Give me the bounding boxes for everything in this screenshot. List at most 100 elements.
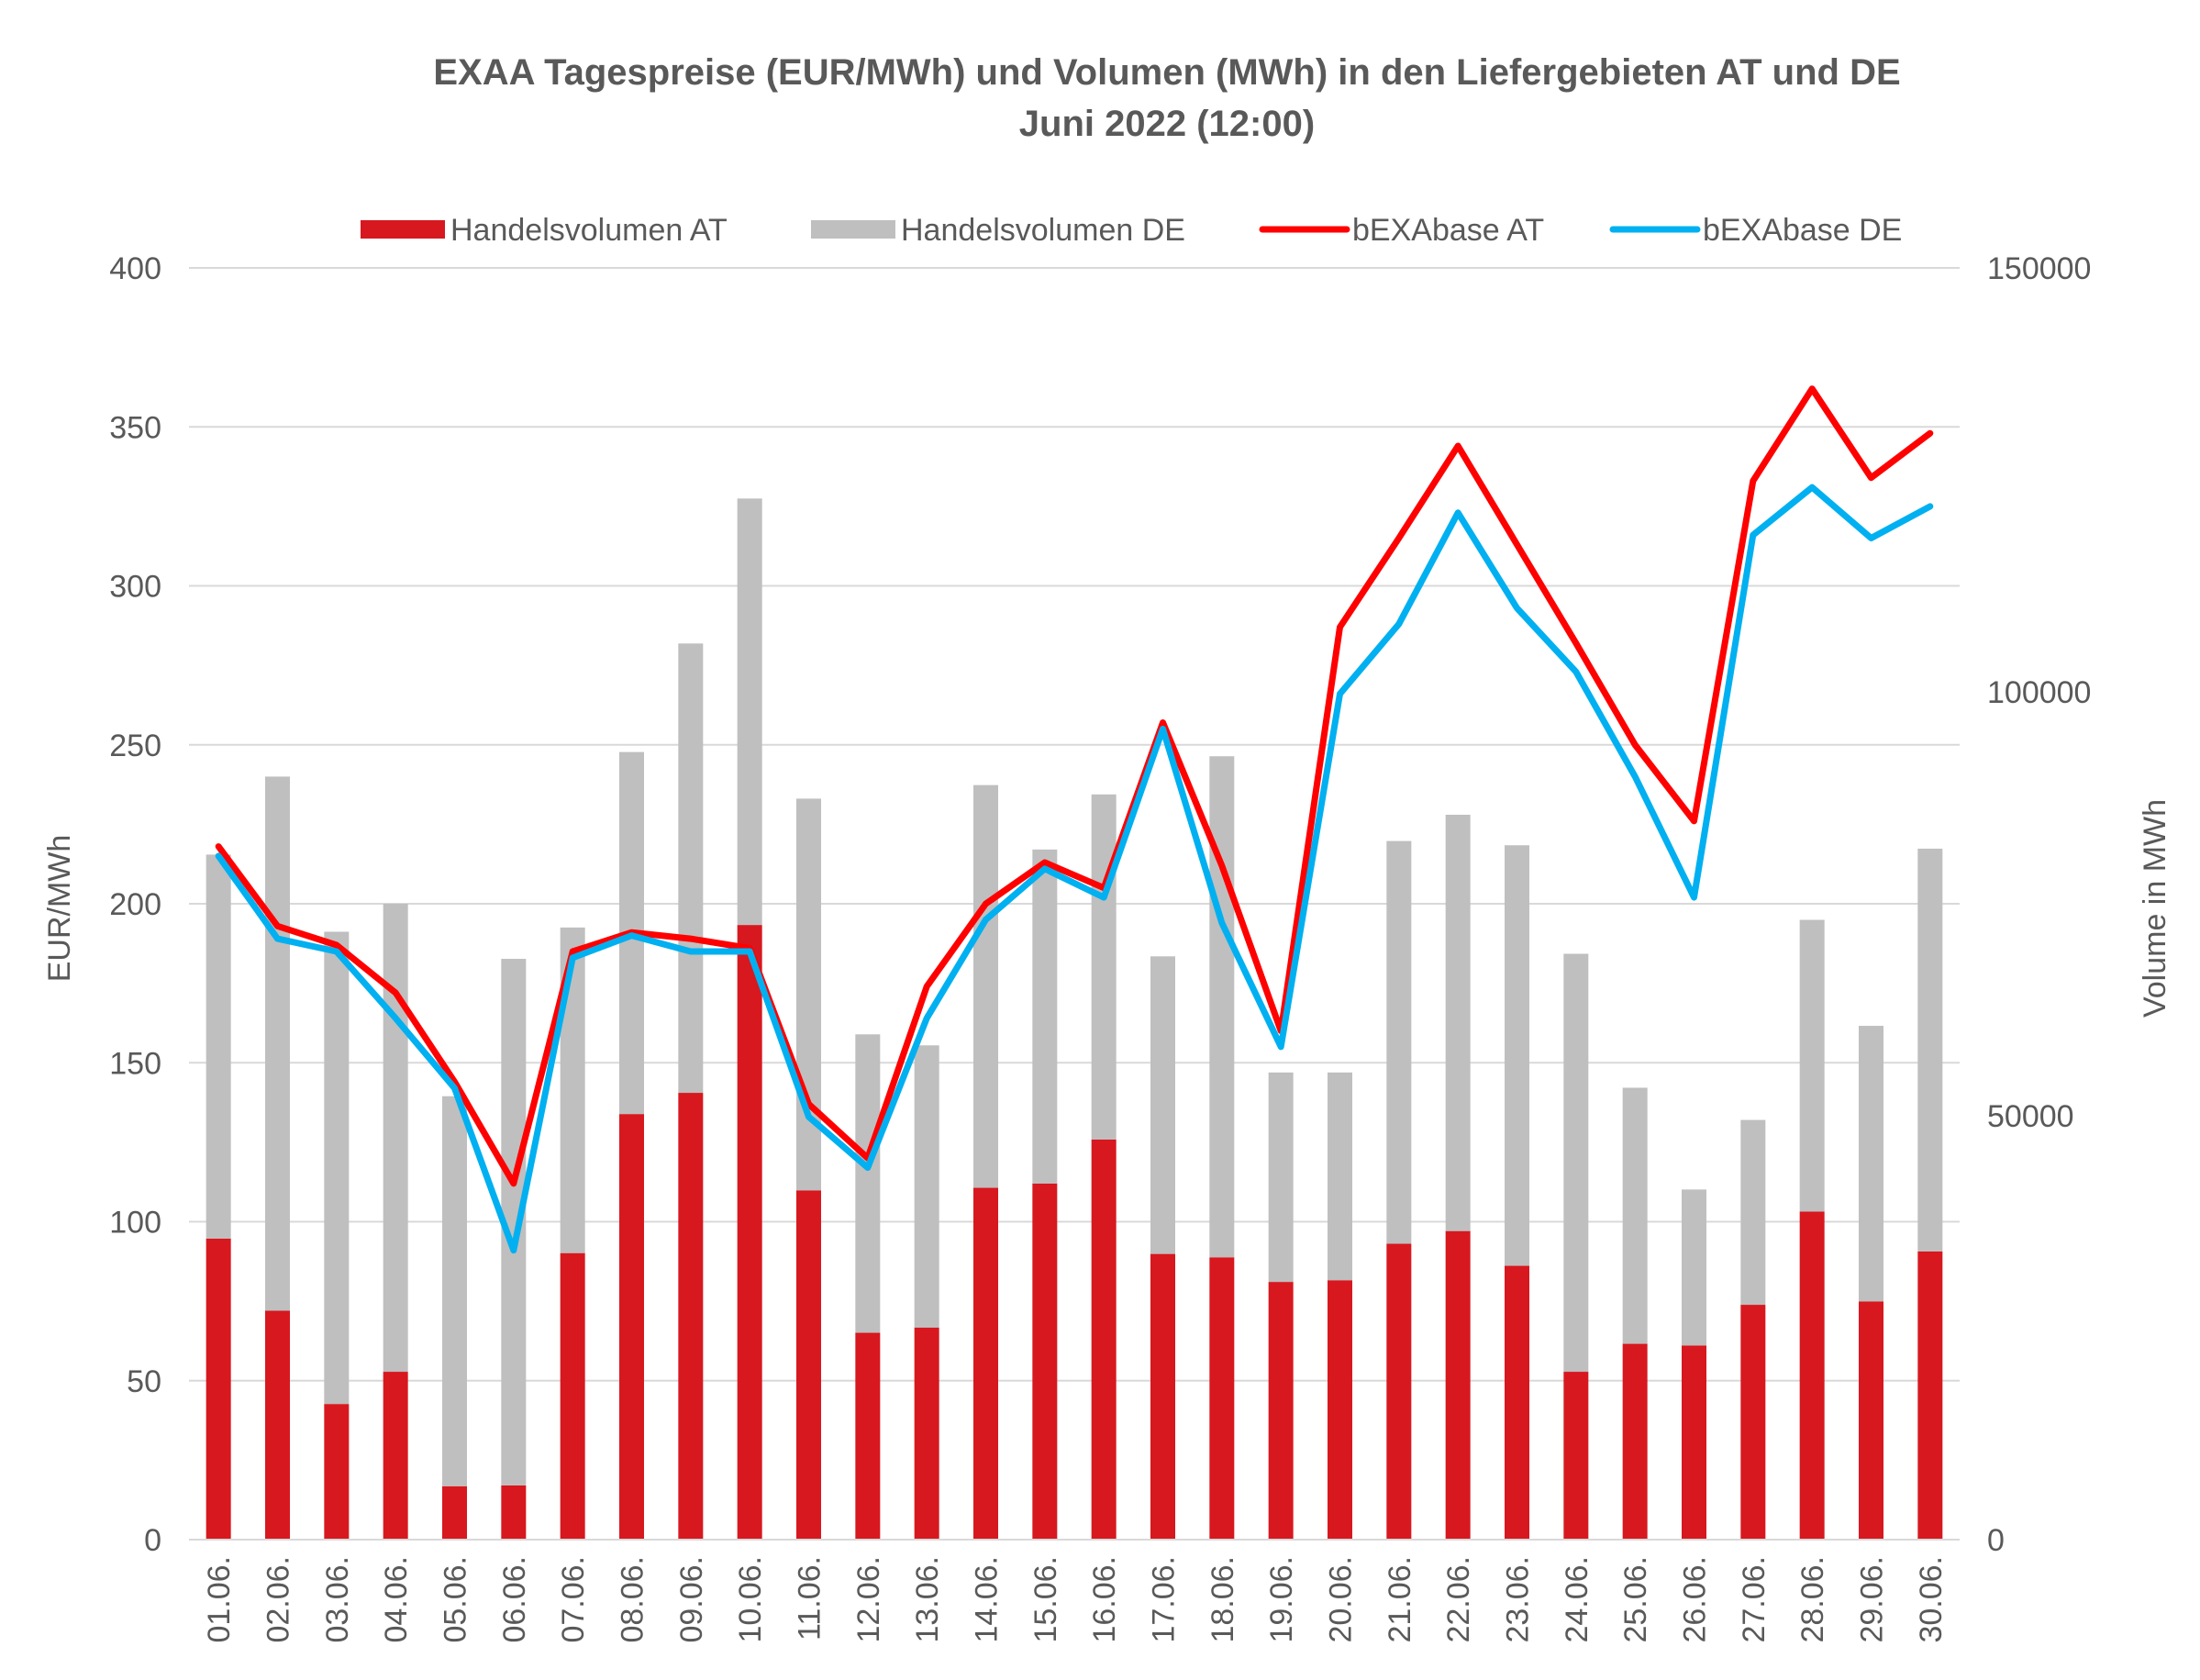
- x-tick-label: 22.06.: [1441, 1556, 1476, 1643]
- bar-volume-at: [1505, 1265, 1529, 1540]
- legend-item: Handelsvolumen AT: [361, 213, 728, 248]
- x-tick-label: 21.06.: [1383, 1556, 1417, 1643]
- x-tick-label: 02.06.: [261, 1556, 296, 1643]
- bar-volume-at: [973, 1187, 998, 1540]
- y-tick-label-left: 200: [109, 887, 161, 922]
- bar-volume-de: [442, 1096, 467, 1486]
- x-tick-label: 12.06.: [851, 1556, 886, 1643]
- x-tick-label: 10.06.: [733, 1556, 768, 1643]
- bar-volume-at: [1622, 1343, 1648, 1540]
- bar-volume-at: [1917, 1251, 1943, 1540]
- bar-volume-de: [1505, 845, 1529, 1266]
- line-bexabase-de: [215, 484, 1934, 1254]
- legend-label: bEXAbase AT: [1352, 213, 1544, 248]
- bar-volume-at: [1328, 1280, 1352, 1540]
- bar-volume-at: [1859, 1301, 1883, 1540]
- gridlines: [189, 267, 1960, 1382]
- bar-volume-de: [383, 904, 408, 1373]
- x-tick-label: 26.06.: [1678, 1556, 1713, 1643]
- x-tick-label: 20.06.: [1324, 1556, 1359, 1643]
- bar-volume-at: [1091, 1139, 1117, 1540]
- x-tick-label: 30.06.: [1914, 1556, 1949, 1643]
- line-layer: [215, 385, 1934, 1254]
- bar-volume-de: [1682, 1189, 1706, 1346]
- x-tick-label: 09.06.: [674, 1556, 709, 1643]
- y-tick-label-left: 150: [109, 1046, 161, 1081]
- bar-volume-at: [1268, 1282, 1294, 1540]
- x-tick-label: 15.06.: [1028, 1556, 1063, 1643]
- legend-item: Handelsvolumen DE: [811, 213, 1185, 248]
- bar-volume-at: [1563, 1372, 1589, 1540]
- bar-volume-de: [737, 498, 762, 926]
- bar-volume-at: [855, 1332, 881, 1540]
- bar-volume-at: [1150, 1253, 1175, 1540]
- x-tick-label: 06.06.: [497, 1556, 532, 1643]
- bar-volume-at: [1032, 1183, 1058, 1540]
- bar-volume-de: [265, 776, 290, 1311]
- bar-volume-at: [560, 1252, 585, 1540]
- y-tick-label-left: 400: [109, 251, 161, 286]
- bar-volume-de: [1859, 1026, 1883, 1302]
- bar-volume-at: [442, 1485, 467, 1540]
- bar-volume-de: [1328, 1072, 1352, 1281]
- bar-volume-de: [1091, 794, 1117, 1140]
- axes: 0 50 100 150 200 250 300 350 400 0 50000 100000 1500…: [109, 251, 2091, 1643]
- x-tick-label: 07.06.: [556, 1556, 591, 1643]
- chart-subtitle: Juni 2022 (12:00): [1019, 104, 1315, 144]
- bar-volume-de: [678, 643, 704, 1094]
- x-tick-label: 24.06.: [1560, 1556, 1594, 1643]
- y-tick-label-right: 50000: [1987, 1099, 2074, 1134]
- x-tick-label: 08.06.: [616, 1556, 650, 1643]
- bar-volume-at: [914, 1328, 939, 1540]
- x-tick-label: 16.06.: [1087, 1556, 1122, 1643]
- y-tick-label-left: 100: [109, 1206, 161, 1241]
- y-tick-label-right: 150000: [1987, 251, 2091, 286]
- bar-volume-de: [796, 798, 821, 1191]
- bar-volume-at: [1740, 1305, 1766, 1540]
- x-tick-label: 03.06.: [320, 1556, 355, 1643]
- bar-volume-at: [1682, 1345, 1706, 1540]
- x-tick-label: 18.06.: [1206, 1556, 1240, 1643]
- bar-volume-at: [265, 1310, 290, 1540]
- legend-swatch: [811, 220, 895, 239]
- y-tick-label-right: 100000: [1987, 675, 2091, 710]
- bar-volume-de: [1740, 1119, 1766, 1306]
- bar-volume-at: [1209, 1257, 1235, 1540]
- x-tick-label: 04.06.: [379, 1556, 414, 1643]
- y-tick-label-right: 0: [1987, 1523, 2005, 1558]
- x-tick-label: 19.06.: [1264, 1556, 1299, 1643]
- bar-volume-de: [324, 931, 350, 1405]
- bar-volume-de: [1445, 814, 1471, 1231]
- bar-volume-at: [737, 925, 762, 1540]
- bar-volume-de: [973, 784, 998, 1188]
- y-tick-label-left: 0: [144, 1523, 161, 1558]
- bar-volume-de: [1150, 956, 1175, 1254]
- y-tick-label-left: 250: [109, 729, 161, 763]
- x-tick-label: 01.06.: [202, 1556, 237, 1643]
- legend: Handelsvolumen AT Handelsvolumen DE bEXAba…: [361, 213, 1902, 248]
- y-axis-title-left: EUR/MWh: [42, 835, 77, 983]
- legend-label: bEXAbase DE: [1703, 213, 1902, 248]
- bar-volume-at: [383, 1372, 408, 1540]
- bar-volume-de: [1032, 849, 1058, 1184]
- line-bexabase-at: [215, 385, 1934, 1187]
- bar-volume-at: [1799, 1211, 1825, 1540]
- bar-volume-at: [501, 1485, 527, 1540]
- x-tick-label: 25.06.: [1618, 1556, 1653, 1643]
- y-tick-label-left: 50: [127, 1364, 161, 1399]
- x-tick-label: 13.06.: [910, 1556, 945, 1643]
- bar-volume-at: [619, 1114, 644, 1540]
- x-tick-label: 28.06.: [1795, 1556, 1830, 1643]
- x-tick-label: 23.06.: [1501, 1556, 1536, 1643]
- legend-item: bEXAbase DE: [1609, 213, 1902, 248]
- x-tick-label: 29.06.: [1855, 1556, 1890, 1643]
- bar-volume-at: [206, 1238, 231, 1540]
- bar-volume-at: [1386, 1243, 1412, 1540]
- chart-title: EXAA Tagespreise (EUR/MWh) und Volumen (…: [433, 52, 1900, 93]
- bar-volume-de: [1386, 840, 1412, 1244]
- bar-volume-de: [914, 1045, 939, 1328]
- bar-volume-de: [1622, 1087, 1648, 1344]
- legend-label: Handelsvolumen DE: [901, 213, 1185, 248]
